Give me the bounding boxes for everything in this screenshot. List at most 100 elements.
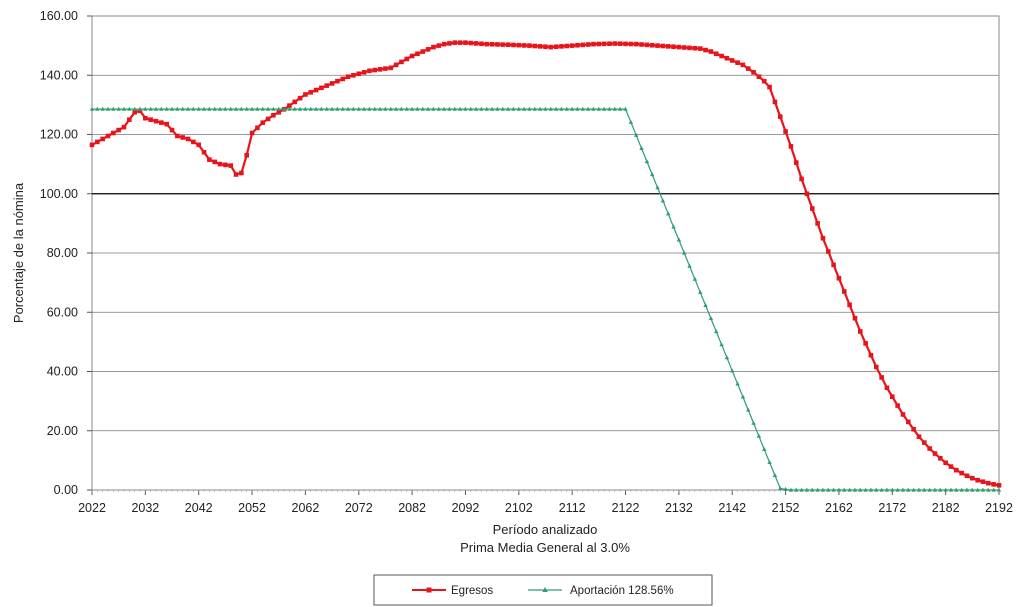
data-point-egresos	[927, 446, 932, 451]
data-point-egresos	[601, 41, 607, 47]
data-point-egresos	[793, 160, 799, 165]
data-point-aportacion	[527, 106, 532, 111]
data-point-egresos	[922, 440, 927, 445]
data-point-egresos	[260, 120, 266, 125]
data-point-aportacion	[468, 106, 474, 111]
data-point-egresos	[788, 144, 794, 149]
data-point-egresos	[169, 127, 175, 133]
data-point-egresos	[986, 480, 991, 486]
data-point-aportacion	[196, 106, 201, 111]
data-point-egresos	[889, 394, 895, 399]
data-point-egresos	[676, 44, 682, 50]
x-tick-label: 2042	[185, 501, 213, 515]
data-point-aportacion	[687, 263, 692, 268]
data-point-aportacion	[217, 106, 223, 111]
data-point-aportacion	[916, 487, 922, 492]
data-point-aportacion	[660, 198, 666, 203]
data-point-aportacion	[559, 106, 564, 111]
data-point-egresos	[212, 159, 218, 165]
data-point-egresos	[841, 289, 847, 294]
data-point-egresos	[324, 83, 330, 88]
data-point-aportacion	[874, 487, 879, 492]
data-point-aportacion	[975, 487, 980, 492]
data-point-aportacion	[980, 487, 986, 492]
data-point-egresos	[159, 120, 164, 125]
data-point-aportacion	[938, 487, 943, 492]
data-point-egresos	[516, 42, 522, 48]
x-tick-label: 2102	[505, 501, 533, 515]
data-point-egresos	[548, 44, 554, 50]
data-point-egresos	[954, 467, 959, 473]
data-point-aportacion	[932, 487, 938, 492]
data-point-aportacion	[671, 224, 676, 229]
data-point-aportacion	[948, 487, 954, 492]
data-point-egresos	[633, 41, 639, 47]
data-point-egresos	[457, 40, 463, 45]
data-point-aportacion	[698, 289, 703, 294]
data-point-aportacion	[879, 487, 884, 492]
data-point-aportacion	[767, 459, 772, 464]
data-point-aportacion	[383, 106, 388, 111]
data-point-egresos	[532, 43, 538, 49]
data-point-aportacion	[244, 106, 249, 111]
data-point-egresos	[100, 136, 105, 142]
data-point-egresos	[415, 51, 420, 57]
data-point-egresos	[196, 142, 202, 148]
data-point-aportacion	[532, 106, 538, 111]
data-point-egresos	[303, 92, 308, 97]
data-point-aportacion	[954, 487, 959, 492]
data-point-aportacion	[367, 106, 372, 111]
data-point-aportacion	[585, 106, 591, 111]
data-point-egresos	[148, 117, 153, 122]
data-point-aportacion	[287, 106, 292, 111]
data-point-aportacion	[89, 106, 95, 111]
data-point-aportacion	[644, 159, 650, 164]
data-point-egresos	[95, 139, 100, 145]
x-tick-label: 2172	[878, 501, 906, 515]
data-point-egresos	[681, 45, 687, 50]
data-point-egresos	[884, 385, 890, 391]
data-point-egresos	[495, 42, 500, 47]
data-point-egresos	[938, 456, 943, 461]
data-point-aportacion	[319, 106, 324, 111]
data-point-egresos	[970, 475, 975, 481]
y-tick-label: 0.00	[54, 483, 78, 497]
data-point-aportacion	[666, 211, 671, 216]
data-point-egresos	[671, 44, 676, 50]
y-tick-label: 100.00	[40, 187, 78, 201]
data-point-aportacion	[746, 407, 751, 412]
data-point-aportacion	[111, 106, 116, 111]
data-point-aportacion	[927, 487, 932, 492]
data-point-aportacion	[345, 106, 351, 111]
x-tick-label: 2082	[398, 501, 426, 515]
data-point-egresos	[393, 62, 399, 68]
data-point-egresos	[863, 341, 868, 346]
data-point-aportacion	[249, 106, 255, 111]
data-point-aportacion	[634, 132, 639, 137]
data-point-egresos	[665, 44, 671, 49]
data-point-aportacion	[521, 106, 527, 111]
data-point-aportacion	[201, 106, 207, 111]
data-point-egresos	[340, 76, 346, 82]
data-point-egresos	[468, 40, 474, 46]
data-point-aportacion	[601, 106, 607, 111]
x-tick-labels: 2022 2032 2042 2052 2062 2072 2082 2092 2102 2112…	[78, 501, 1013, 515]
data-point-aportacion	[511, 106, 516, 111]
data-point-egresos	[479, 41, 484, 47]
data-point-aportacion	[175, 106, 180, 111]
data-point-egresos	[404, 56, 410, 62]
data-point-aportacion	[473, 106, 479, 111]
data-point-egresos	[143, 115, 148, 121]
data-point-aportacion	[404, 106, 409, 111]
data-point-egresos	[89, 142, 95, 148]
data-point-aportacion	[132, 106, 137, 111]
data-point-egresos	[975, 477, 980, 483]
data-point-aportacion	[799, 487, 804, 492]
data-point-egresos	[879, 375, 884, 380]
data-point-egresos	[617, 41, 623, 46]
data-point-aportacion	[425, 106, 431, 111]
data-point-aportacion	[223, 106, 228, 111]
data-point-aportacion	[719, 342, 724, 347]
data-point-aportacion	[778, 486, 783, 491]
data-point-aportacion	[612, 106, 618, 111]
